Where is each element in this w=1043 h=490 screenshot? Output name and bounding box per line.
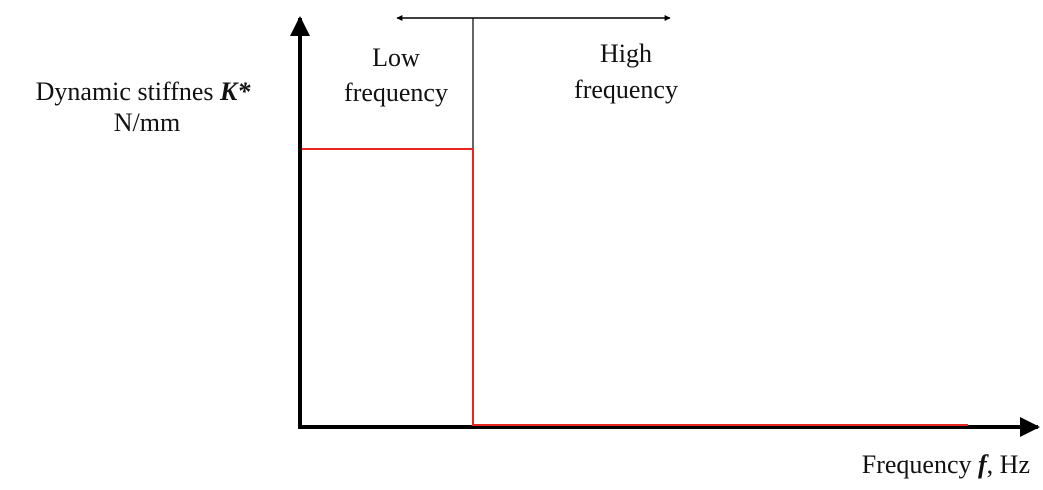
x-axis-label: Frequency f, Hz xyxy=(862,450,1030,479)
y-axis-label-line1: Dynamic stiffnes K* xyxy=(36,77,252,106)
x-axis-label-prefix: Frequency xyxy=(862,450,978,479)
y-axis-label-prefix: Dynamic stiffnes xyxy=(36,77,220,106)
x-axis-label-unit: , Hz xyxy=(987,450,1030,479)
low-frequency-label-line1: Low xyxy=(372,43,420,72)
y-axis-unit: N/mm xyxy=(114,108,180,137)
high-frequency-label-line1: High xyxy=(600,39,652,68)
high-frequency-label-line2: frequency xyxy=(574,75,678,104)
stiffness-symbol: K* xyxy=(219,77,251,106)
frequency-symbol: f xyxy=(978,450,989,479)
low-frequency-label-line2: frequency xyxy=(344,78,448,107)
stiffness-step-curve xyxy=(302,148,968,426)
